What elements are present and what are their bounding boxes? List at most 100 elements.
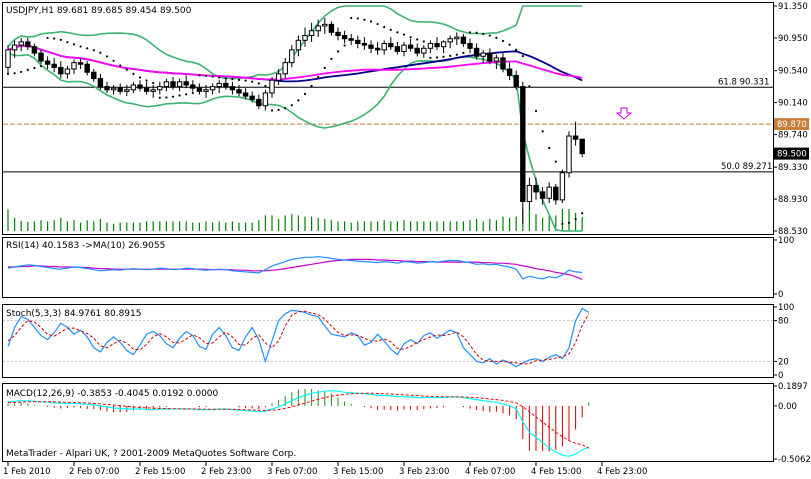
candle[interactable] — [170, 77, 176, 90]
candle[interactable] — [64, 65, 71, 79]
candle[interactable] — [124, 84, 130, 97]
candle[interactable] — [315, 19, 321, 38]
candle[interactable] — [269, 77, 275, 98]
candle[interactable] — [31, 43, 38, 57]
candle[interactable] — [427, 40, 434, 54]
candle[interactable] — [460, 33, 467, 47]
candle[interactable] — [579, 138, 585, 158]
candle[interactable] — [381, 40, 387, 55]
candle[interactable] — [163, 78, 170, 92]
candle[interactable] — [150, 84, 156, 98]
candle[interactable] — [388, 37, 394, 50]
candle[interactable] — [553, 183, 559, 205]
candle[interactable] — [355, 35, 361, 49]
candle[interactable] — [51, 57, 57, 73]
candle[interactable] — [110, 84, 117, 95]
stoch-tick-label: 20 — [778, 357, 789, 367]
candle[interactable] — [236, 84, 242, 97]
candle[interactable] — [520, 81, 526, 224]
candle[interactable] — [335, 27, 341, 41]
candle[interactable] — [500, 53, 506, 73]
candle[interactable] — [328, 21, 335, 36]
candle[interactable] — [454, 32, 460, 46]
candle[interactable] — [487, 48, 493, 65]
candle[interactable] — [71, 59, 77, 74]
candle[interactable] — [394, 41, 401, 55]
candle[interactable] — [546, 182, 552, 204]
sar-dot — [119, 64, 122, 67]
candle[interactable] — [308, 22, 315, 42]
sar-dot — [383, 26, 386, 29]
candle[interactable] — [434, 37, 440, 50]
candle[interactable] — [348, 33, 354, 46]
candle[interactable] — [480, 49, 486, 63]
candle[interactable] — [467, 38, 473, 54]
candle[interactable] — [289, 45, 295, 68]
candle[interactable] — [368, 40, 374, 54]
candle[interactable] — [25, 37, 31, 50]
candle[interactable] — [493, 54, 500, 70]
candle[interactable] — [407, 38, 414, 52]
candle[interactable] — [203, 84, 209, 98]
sar-dot — [79, 45, 82, 48]
candle[interactable] — [38, 49, 44, 65]
candle[interactable] — [130, 81, 137, 93]
sar-dot — [462, 51, 465, 54]
candle[interactable] — [196, 83, 203, 95]
last-price-badge — [774, 147, 809, 160]
candle[interactable] — [183, 75, 189, 89]
candle[interactable] — [223, 78, 229, 90]
stoch-tick-label: 80 — [778, 317, 789, 327]
candle[interactable] — [275, 69, 282, 85]
candle[interactable] — [18, 37, 24, 52]
candle[interactable] — [97, 73, 104, 90]
candle[interactable] — [526, 177, 533, 210]
candle[interactable] — [282, 57, 288, 79]
candle[interactable] — [447, 35, 453, 49]
candle[interactable] — [216, 80, 222, 93]
candle[interactable] — [262, 89, 269, 111]
candle[interactable] — [91, 69, 97, 82]
candle[interactable] — [559, 169, 566, 204]
candle[interactable] — [249, 91, 255, 103]
candle[interactable] — [11, 40, 18, 58]
candle[interactable] — [302, 27, 308, 47]
candle[interactable] — [513, 70, 519, 90]
candle[interactable] — [117, 83, 123, 95]
rsi-ma-line — [8, 258, 583, 280]
candle[interactable] — [295, 35, 302, 57]
candle[interactable] — [242, 88, 249, 100]
candle[interactable] — [361, 37, 368, 50]
candle[interactable] — [44, 56, 51, 70]
resistance-badge — [774, 118, 809, 131]
candle[interactable] — [77, 57, 84, 70]
candle[interactable] — [374, 41, 381, 55]
candle[interactable] — [533, 177, 539, 200]
candle[interactable] — [421, 45, 427, 58]
candle[interactable] — [104, 81, 110, 93]
candle[interactable] — [209, 83, 216, 95]
candle[interactable] — [157, 81, 163, 95]
time-tick-label: 4 Feb 15:00 — [531, 467, 581, 477]
candle[interactable] — [473, 43, 480, 60]
candle[interactable] — [58, 61, 64, 79]
candle[interactable] — [572, 121, 579, 146]
candle[interactable] — [5, 45, 11, 74]
candle[interactable] — [176, 78, 183, 92]
candle[interactable] — [506, 62, 513, 81]
candle[interactable] — [401, 41, 407, 57]
candle[interactable] — [322, 17, 328, 34]
candle[interactable] — [539, 187, 546, 205]
candle[interactable] — [137, 80, 143, 92]
candle[interactable] — [84, 61, 90, 76]
candle[interactable] — [440, 40, 447, 54]
candle[interactable] — [256, 94, 262, 109]
candle[interactable] — [229, 81, 236, 95]
candle[interactable] — [190, 80, 196, 92]
candle[interactable] — [414, 43, 420, 57]
candle[interactable] — [566, 131, 572, 178]
candle[interactable] — [341, 30, 348, 44]
candle[interactable] — [143, 81, 150, 95]
sar-dot — [178, 94, 181, 97]
